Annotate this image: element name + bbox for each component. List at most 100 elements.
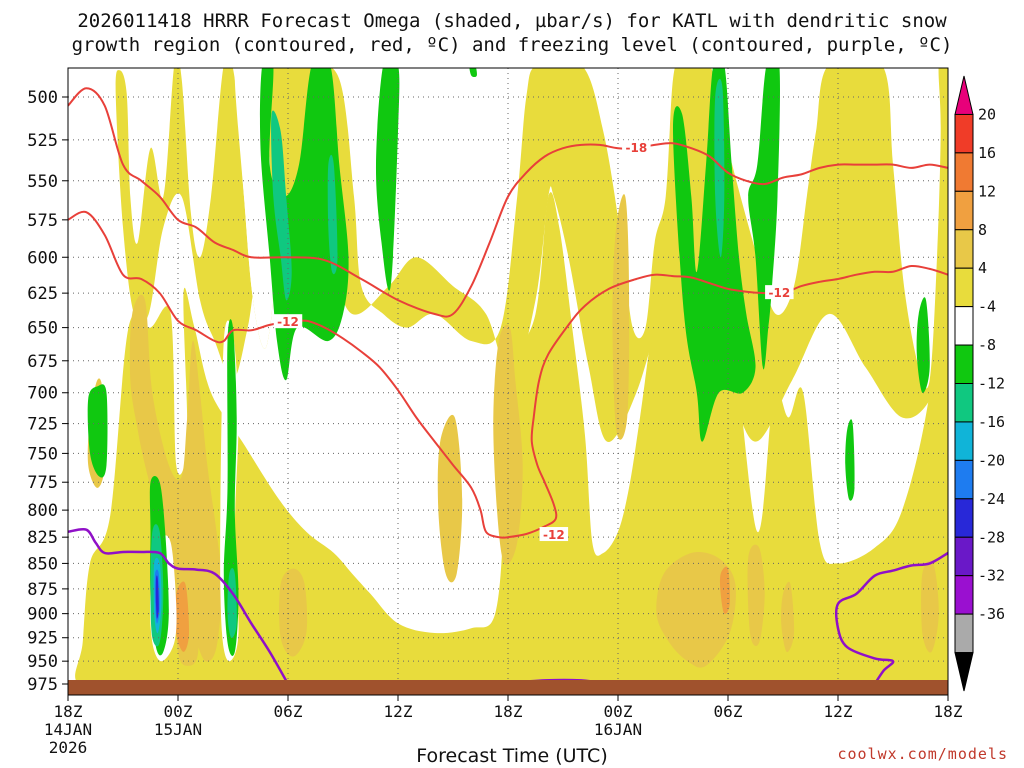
x-tick-label-8-0: 18Z [934, 702, 963, 721]
terrain-fill [68, 680, 948, 695]
colorbar-label-2: 12 [978, 182, 996, 200]
omega-region-9 [747, 544, 765, 647]
omega-region-28 [271, 110, 292, 301]
colorbar-label-1: 16 [978, 144, 996, 162]
y-axis: 500 525 550 575 600 625 650 675 700 725 750 775 800 8… [27, 88, 68, 695]
y-tick-label-15: 875 [27, 580, 58, 600]
x-tick-label-6-0: 06Z [714, 702, 743, 721]
colorbar-swatch-6 [954, 306, 974, 346]
y-tick-label-9: 725 [27, 415, 58, 435]
omega-region-23 [87, 384, 108, 478]
isotherm-label-bg-1 [273, 314, 303, 329]
omega-region-8 [656, 551, 736, 668]
y-tick-label-7: 675 [27, 352, 58, 372]
isotherm-label-1: -12 [277, 315, 299, 329]
isotherm-label-bg-2 [765, 285, 794, 300]
x-tick-label-0-1: 14JAN [44, 720, 92, 739]
omega-region-35 [155, 575, 159, 619]
omega-region-7 [612, 194, 630, 440]
colorbar-label-4: 4 [978, 259, 987, 277]
chart-title-line-1: 2026011418 HRRR Forecast Omega (shaded, … [77, 10, 947, 32]
isotherm-label-bg-3 [539, 527, 569, 542]
colorbar-label-0: 20 [978, 105, 996, 123]
colorbar-swatch-4 [954, 229, 974, 269]
isotherm-label-bg-0 [622, 140, 651, 155]
omega-region-32 [227, 568, 237, 638]
x-tick-label-7-0: 12Z [824, 702, 853, 721]
omega-region-19 [375, 68, 400, 291]
omega-region-21 [672, 68, 756, 442]
omega-region-14 [719, 566, 730, 614]
colorbar-label-7: -12 [978, 375, 1005, 393]
x-tick-label-4-0: 18Z [494, 702, 523, 721]
omega-region-4 [279, 568, 308, 657]
x-tick-label-0-0: 18Z [54, 702, 83, 721]
colorbar-label-12: -32 [978, 567, 1005, 585]
x-tick-label-0-2: 2026 [49, 738, 88, 757]
colorbar-swatch-14 [954, 613, 974, 654]
omega-region-18 [259, 68, 349, 381]
y-tick-label-3: 575 [27, 211, 58, 231]
colorbar-label-11: -28 [978, 528, 1005, 546]
ground-surface [68, 680, 948, 695]
x-tick-label-1-1: 15JAN [154, 720, 202, 739]
colorbar-swatch-3 [954, 190, 974, 231]
omega-region-5 [437, 414, 463, 583]
omega-region-13 [175, 581, 190, 652]
y-tick-label-17: 925 [27, 629, 58, 649]
colorbar-label-3: 8 [978, 221, 987, 239]
colorbar-label-6: -8 [978, 336, 996, 354]
freezing-level-line-2 [834, 551, 948, 685]
y-tick-label-19: 975 [27, 675, 58, 695]
isotherm-label-0: -18 [625, 141, 647, 155]
colorbar-label-8: -16 [978, 413, 1005, 431]
x-tick-label-5-0: 00Z [604, 702, 633, 721]
colorbar-label-5: -4 [978, 298, 996, 316]
y-tick-label-1: 525 [27, 131, 58, 151]
y-tick-label-5: 625 [27, 284, 58, 304]
colorbar-swatch-8 [954, 383, 974, 423]
isotherm-line--18-0 [68, 87, 948, 318]
omega-region-25 [845, 419, 855, 501]
y-tick-label-8: 700 [27, 384, 58, 404]
credit-link[interactable]: coolwx.com/models [837, 745, 1008, 763]
isotherm-label-3: -12 [543, 528, 565, 542]
colorbar-swatch-13 [954, 575, 974, 615]
colorbar-swatch-12 [954, 536, 974, 577]
y-tick-label-10: 750 [27, 444, 58, 464]
y-tick-label-11: 775 [27, 473, 58, 493]
omega-region-24 [916, 297, 930, 393]
omega-region-29 [327, 154, 338, 275]
omega-region-20 [469, 68, 477, 78]
x-axis-title: Forecast Time (UTC) [416, 745, 608, 767]
colorbar-swatch-5 [954, 267, 974, 308]
y-tick-label-2: 550 [27, 172, 58, 192]
omega-region-6 [493, 324, 523, 565]
snow-growth-isotherms: -18 -12 -12 -12 [68, 87, 948, 542]
isotherm-label-2: -12 [768, 286, 790, 300]
y-tick-label-6: 650 [27, 319, 58, 339]
colorbar-cap-top [954, 75, 974, 115]
colorbar-swatch-11 [954, 498, 974, 538]
colorbar-label-13: -36 [978, 605, 1005, 623]
colorbar-swatch-9 [954, 421, 974, 461]
colorbar-swatch-7 [954, 344, 974, 384]
y-tick-label-0: 500 [27, 88, 58, 108]
colorbar-label-10: -24 [978, 490, 1005, 508]
omega-region-22 [748, 68, 780, 370]
omega-region-30 [714, 78, 725, 258]
colorbar-swatch-2 [954, 152, 974, 192]
grid-lines [68, 68, 948, 695]
y-tick-label-16: 900 [27, 605, 58, 625]
x-tick-label-3-0: 12Z [384, 702, 413, 721]
x-tick-label-5-1: 16JAN [594, 720, 642, 739]
y-tick-label-13: 825 [27, 528, 58, 548]
freezing-level-line-0 [68, 527, 290, 685]
y-tick-label-18: 950 [27, 652, 58, 672]
colorbar-label-9: -20 [978, 451, 1005, 469]
colorbar-swatch-10 [954, 459, 974, 500]
x-tick-label-2-0: 06Z [274, 702, 303, 721]
y-tick-label-12: 800 [27, 501, 58, 521]
